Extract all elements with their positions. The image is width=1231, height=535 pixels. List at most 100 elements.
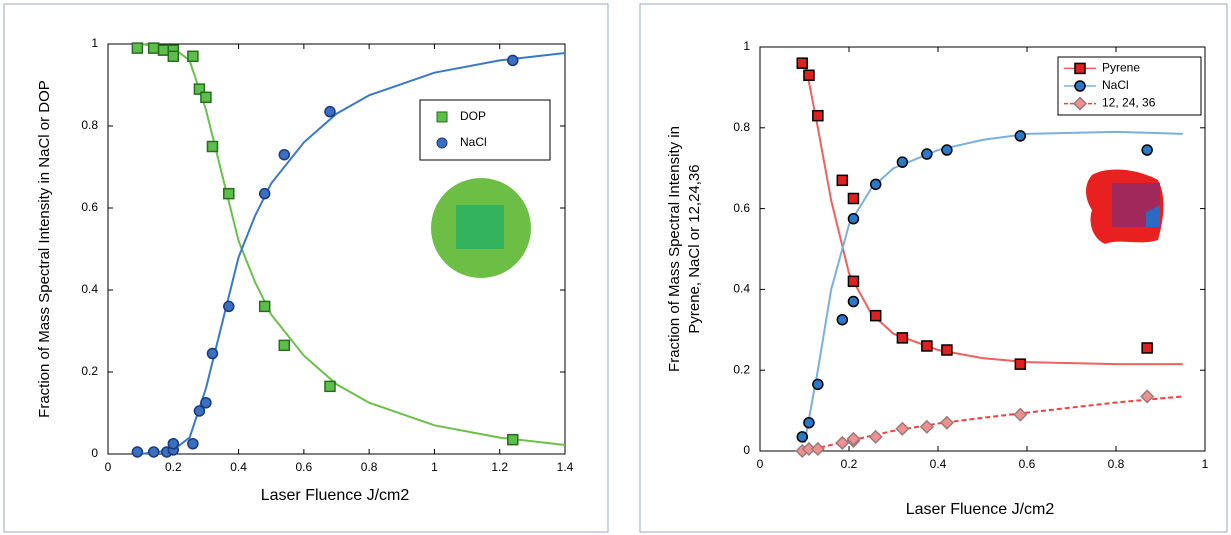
marker (193, 405, 206, 417)
marker (895, 421, 910, 436)
marker (1013, 407, 1028, 422)
x-tick-label: 0.2 (165, 460, 182, 474)
y-axis-label: Fraction of Mass Spectral Intensity in N… (36, 80, 53, 418)
marker (206, 347, 219, 360)
marker (869, 178, 882, 191)
x-tick-label: 1 (1202, 457, 1209, 471)
marker (921, 340, 933, 352)
marker (812, 378, 824, 391)
fit-line (140, 43, 566, 446)
legend-label: Pyrene (1102, 61, 1140, 75)
marker (836, 313, 849, 326)
plot-frame (107, 43, 566, 455)
fit-line (804, 395, 1183, 452)
marker (1074, 80, 1086, 92)
marker (812, 109, 824, 122)
x-tick-label: 0.4 (930, 457, 947, 471)
marker (803, 69, 815, 82)
fit-line (803, 130, 1183, 444)
marker (200, 91, 212, 104)
marker (278, 148, 291, 161)
marker (796, 431, 809, 443)
marker (803, 416, 815, 429)
y-tick-label: 0.8 (733, 120, 750, 134)
marker (1141, 342, 1153, 354)
marker (846, 431, 861, 446)
marker (896, 332, 909, 344)
x-tick-label: 0.2 (841, 457, 858, 471)
fit-line (140, 52, 566, 455)
x-tick-label: 1.2 (491, 460, 508, 474)
y-tick-label: 0 (743, 443, 750, 457)
marker (167, 438, 180, 450)
legend-label: NaCl (1102, 78, 1129, 92)
y-tick-label: 0.4 (733, 282, 750, 296)
y-axis-label: Pyrene, NaCl or 12,24,36 (686, 164, 703, 333)
marker (436, 137, 448, 149)
marker (193, 83, 206, 95)
y-tick-label: 1 (743, 39, 750, 53)
marker (131, 42, 144, 54)
marker (836, 174, 849, 187)
y-tick-label: 0.2 (733, 362, 750, 376)
marker (921, 148, 933, 160)
x-tick-label: 0.8 (361, 460, 378, 474)
panel-border (3, 3, 609, 533)
marker (200, 397, 212, 409)
marker (941, 344, 953, 356)
marker (131, 446, 144, 458)
marker (1014, 358, 1027, 370)
marker (258, 187, 271, 200)
marker (1140, 389, 1155, 404)
marker (223, 300, 235, 313)
marker (507, 54, 519, 67)
x-tick-label: 1 (431, 460, 438, 474)
marker (167, 50, 180, 63)
marker (847, 212, 860, 225)
x-axis-label: Laser Fluence J/cm2 (906, 501, 1055, 518)
marker (1141, 144, 1153, 156)
legend-label: DOP (460, 109, 486, 123)
marker (278, 339, 291, 352)
y-tick-label: 0.6 (81, 200, 98, 214)
marker (1072, 96, 1088, 111)
x-tick-label: 0 (105, 460, 112, 474)
marker (919, 419, 934, 434)
marker (868, 429, 883, 444)
marker (258, 300, 271, 313)
marker (206, 140, 219, 153)
x-tick-label: 0.6 (296, 460, 313, 474)
marker (436, 111, 448, 123)
marker (157, 44, 170, 56)
y-tick-label: 0 (91, 446, 98, 460)
marker (847, 275, 860, 288)
x-tick-label: 0 (757, 457, 764, 471)
marker (796, 57, 809, 69)
marker (187, 50, 199, 63)
marker (941, 144, 953, 156)
marker (810, 441, 825, 457)
plot-frame (759, 46, 1206, 452)
marker (147, 42, 160, 54)
particle-icon (431, 178, 531, 278)
marker (939, 415, 954, 430)
particle-icon (1086, 169, 1164, 244)
marker (187, 438, 199, 450)
marker (507, 433, 519, 446)
y-tick-label: 0.2 (81, 364, 98, 378)
x-tick-label: 0.4 (230, 460, 247, 474)
legend-label: 12, 24, 36 (1102, 96, 1156, 110)
marker (835, 435, 850, 450)
marker (847, 192, 860, 205)
marker (324, 380, 336, 393)
x-tick-label: 1.4 (557, 460, 574, 474)
fit-line (803, 58, 1183, 366)
marker (847, 295, 860, 308)
marker (324, 105, 336, 118)
marker (869, 309, 882, 322)
marker (223, 187, 235, 200)
marker (1074, 62, 1086, 75)
y-tick-label: 0.4 (81, 282, 98, 296)
